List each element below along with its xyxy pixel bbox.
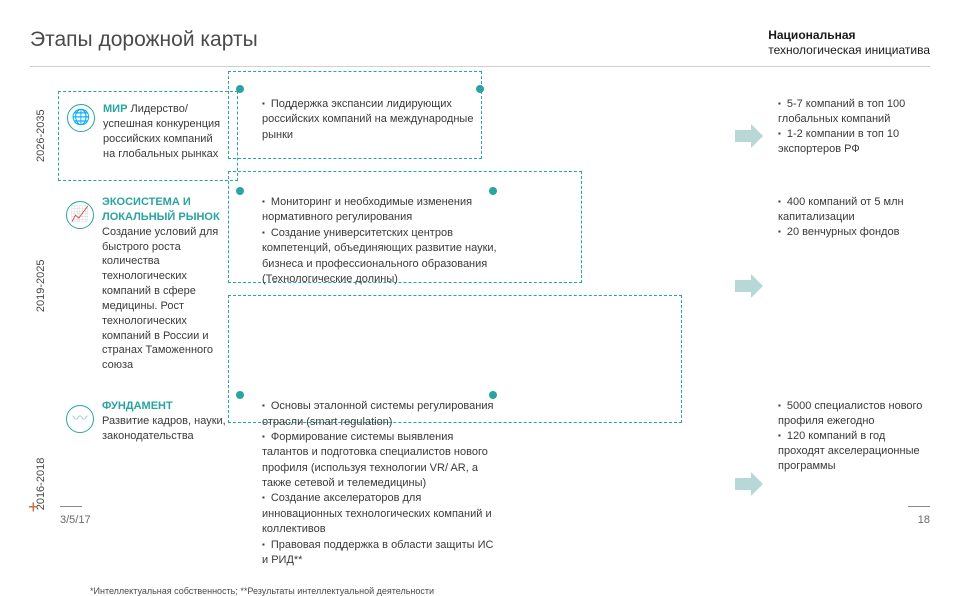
stage-row-3: 2016-2018 〰 ФУНДАМЕНТ Развитие кадров, н… — [30, 389, 930, 578]
wave-icon: 〰 — [66, 405, 94, 433]
arrow-icon — [751, 124, 763, 148]
period-label-2: 2019-2025 — [30, 185, 52, 387]
footer-page: 18 — [918, 514, 930, 526]
stage-card-1: 🌐 МИР Лидерство/успешная конкуренция рос… — [58, 91, 238, 181]
stage-title-1: МИР — [103, 103, 127, 115]
middle-item: Мониторинг и необходимые изменения норма… — [262, 195, 497, 226]
stage-body-2: Создание условий для быстрого роста коли… — [102, 226, 218, 372]
right-item: 5-7 компаний в топ 100 глобальных компан… — [778, 97, 926, 127]
right-col-2: 400 компаний от 5 млн капитализации 20 в… — [772, 185, 930, 387]
right-item: 120 компаний в год проходят акселерацион… — [778, 429, 926, 474]
slide-footer: 3/5/17 18 — [60, 514, 930, 526]
middle-col-2: Мониторинг и необходимые изменения норма… — [244, 185, 507, 387]
arrow-zone-2 — [742, 185, 772, 387]
dot-icon — [236, 391, 244, 399]
footer-line-left — [60, 506, 82, 507]
middle-item: Формирование системы выявления талантов … — [262, 430, 497, 492]
stage-card-2: 📈 ЭКОСИСТЕМА И ЛОКАЛЬНЫЙ РЫНОК Создание … — [58, 189, 238, 383]
slide-header: Этапы дорожной карты Национальная технол… — [0, 0, 960, 66]
spacer — [507, 185, 742, 387]
footnote-text: *Интеллектуальная собственность; **Резул… — [90, 586, 930, 596]
stage-row-1: 2026-2035 🌐 МИР Лидерство/успешная конку… — [30, 87, 930, 185]
stage-row-2: 2019-2025 📈 ЭКОСИСТЕМА И ЛОКАЛЬНЫЙ РЫНОК… — [30, 185, 930, 387]
right-item: 5000 специалистов нового профиля ежегодн… — [778, 399, 926, 429]
arrow-zone-3 — [742, 389, 772, 578]
spacer — [507, 389, 742, 578]
arrow-zone-1 — [742, 87, 772, 185]
chart-icon: 📈 — [66, 201, 94, 229]
right-item: 20 венчурных фондов — [778, 225, 926, 240]
dot-icon — [236, 187, 244, 195]
period-label-3: 2016-2018 — [30, 389, 52, 578]
right-item: 400 компаний от 5 млн капитализации — [778, 195, 926, 225]
middle-item: Основы эталонной системы регулирования о… — [262, 399, 497, 430]
middle-col-1: Поддержка экспансии лидирующих российски… — [244, 87, 494, 185]
page-title: Этапы дорожной карты — [30, 28, 258, 52]
dot-icon — [476, 85, 484, 93]
arrow-icon — [751, 472, 763, 496]
brand-line2: технологическая инициатива — [768, 43, 930, 58]
stage-body-3: Развитие кадров, науки, законодательства — [102, 415, 226, 442]
stage-card-3: 〰 ФУНДАМЕНТ Развитие кадров, науки, зако… — [58, 393, 238, 574]
brand-line1: Национальная — [768, 28, 930, 43]
footer-line-right — [908, 506, 930, 507]
dot-icon — [489, 391, 497, 399]
middle-item: Правовая поддержка в области защиты ИС и… — [262, 538, 497, 569]
middle-item: Создание университетских центров компете… — [262, 226, 497, 288]
dot-icon — [489, 187, 497, 195]
stage-title-3: ФУНДАМЕНТ — [102, 399, 228, 414]
spacer — [494, 87, 742, 185]
dot-icon — [236, 85, 244, 93]
right-col-1: 5-7 компаний в топ 100 глобальных компан… — [772, 87, 930, 185]
footer-date: 3/5/17 — [60, 514, 91, 526]
right-item: 1-2 компании в топ 10 экспортеров РФ — [778, 127, 926, 157]
right-col-3: 5000 специалистов нового профиля ежегодн… — [772, 389, 930, 578]
brand-block: Национальная технологическая инициатива — [768, 28, 930, 58]
period-label-1: 2026-2035 — [30, 87, 52, 185]
stage-title-2: ЭКОСИСТЕМА И ЛОКАЛЬНЫЙ РЫНОК — [102, 195, 228, 225]
middle-col-3: Основы эталонной системы регулирования о… — [244, 389, 507, 578]
arrow-icon — [751, 274, 763, 298]
middle-item: Поддержка экспансии лидирующих российски… — [262, 97, 484, 143]
globe-icon: 🌐 — [67, 104, 95, 132]
plus-icon: + — [28, 497, 39, 518]
